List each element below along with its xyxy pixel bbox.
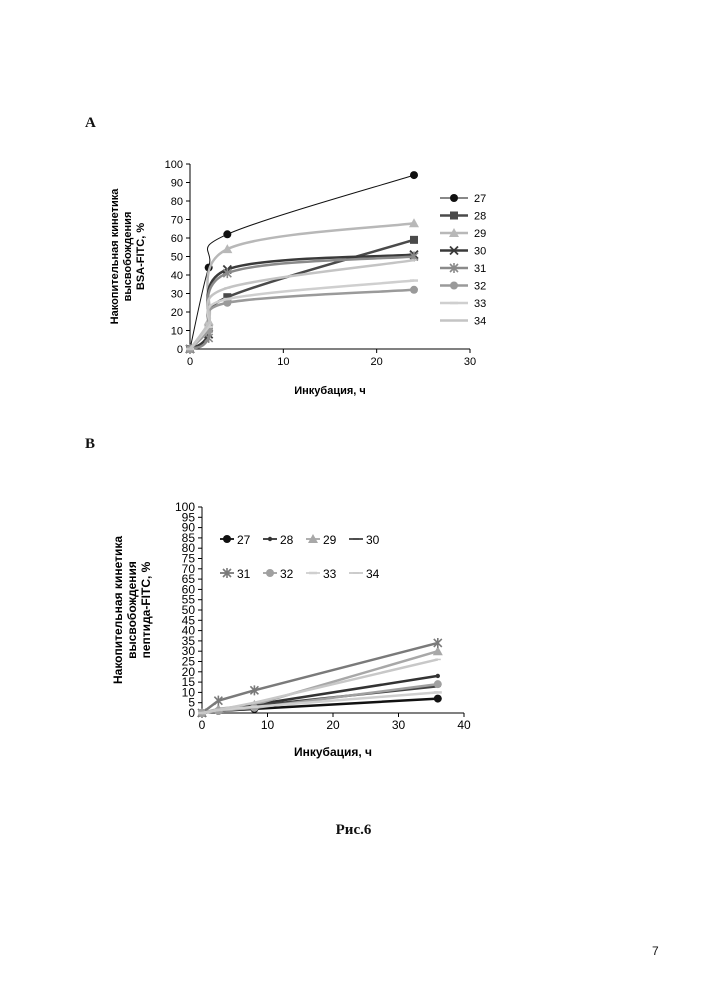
figure-caption: Рис.6: [0, 822, 707, 839]
data-point-27: [434, 695, 442, 703]
data-point-32: [434, 680, 442, 688]
y-tick-label: 30: [171, 289, 183, 301]
legend-label-31: 31: [474, 263, 486, 275]
y-tick-label: 80: [171, 196, 183, 208]
y-axis-label: Накопительная кинетикавысвобожденияBSA-F…: [109, 188, 147, 325]
legend-label-28: 28: [280, 533, 294, 547]
x-axis-label: Инкубация, ч: [294, 385, 366, 397]
chart-b: 0510152025303540455055606570758085909510…: [100, 495, 500, 770]
chart-a: 0 10 20 30 40 50 60 70 80 90 100 0 10 20 30 Инкубация, …: [100, 150, 520, 410]
data-point-27: [223, 230, 231, 238]
x-tick-label: 0: [187, 356, 193, 368]
legend-label-27: 27: [237, 533, 251, 547]
y-axis-label-line: Накопительная кинетика: [109, 188, 121, 325]
panel-letter-b: B: [85, 436, 95, 453]
legend-label-27: 27: [474, 193, 486, 205]
legend-label-34: 34: [366, 567, 380, 581]
page-number: 7: [652, 944, 659, 958]
legend-marker-27: [450, 194, 458, 202]
legend-label-32: 32: [280, 567, 294, 581]
legend-label-29: 29: [323, 533, 337, 547]
y-tick-label: 40: [171, 270, 183, 282]
legend-label-31: 31: [237, 567, 251, 581]
y-tick-label: 70: [171, 215, 183, 227]
data-point-28: [436, 674, 440, 678]
x-tick-label: 20: [371, 356, 383, 368]
y-axis-label-line: BSA-FITC, %: [135, 223, 147, 290]
legend-marker-28: [268, 537, 272, 541]
x-tick-label: 30: [392, 718, 406, 732]
legend-marker-28: [450, 212, 458, 220]
y-tick-label: 50: [171, 252, 183, 264]
x-tick-label: 20: [326, 718, 340, 732]
panel-letter-a: A: [85, 115, 96, 132]
legend-label-30: 30: [366, 533, 380, 547]
y-tick-label: 60: [171, 233, 183, 245]
y-axis-label-line: высвобождения: [122, 212, 134, 302]
y-tick-label: 10: [171, 326, 183, 338]
x-tick-label: 10: [261, 718, 275, 732]
x-tick-label: 0: [199, 718, 206, 732]
legend-marker-32: [266, 569, 274, 577]
y-tick-label: 20: [171, 307, 183, 319]
y-axis-label-line: Накопительная кинетика: [111, 536, 125, 684]
y-axis-label: Накопительная кинетикавысвобожденияпепти…: [111, 536, 153, 684]
data-point-32: [410, 286, 418, 294]
legend-label-28: 28: [474, 211, 486, 223]
legend-label-32: 32: [474, 281, 486, 293]
legend-label-34: 34: [474, 316, 486, 328]
legend-label-30: 30: [474, 246, 486, 258]
series-line-29: [190, 223, 414, 349]
legend-label-29: 29: [474, 228, 486, 240]
data-point-27: [410, 171, 418, 179]
x-axis-label: Инкубация, ч: [294, 745, 372, 759]
y-axis-label-line: пептида-FITC, %: [139, 561, 153, 658]
legend-marker-32: [450, 282, 458, 290]
y-tick-label: 0: [177, 344, 183, 356]
y-tick-label: 100: [175, 500, 195, 514]
legend-label-33: 33: [323, 567, 337, 581]
x-tick-label: 30: [464, 356, 476, 368]
y-tick-label: 90: [171, 178, 183, 190]
x-tick-label: 40: [457, 718, 471, 732]
legend-marker-27: [223, 535, 231, 543]
legend-label-33: 33: [474, 298, 486, 310]
x-tick-label: 10: [277, 356, 289, 368]
y-axis-label-line: высвобождения: [125, 561, 139, 659]
y-tick-label: 100: [165, 159, 183, 171]
data-point-28: [410, 236, 418, 244]
